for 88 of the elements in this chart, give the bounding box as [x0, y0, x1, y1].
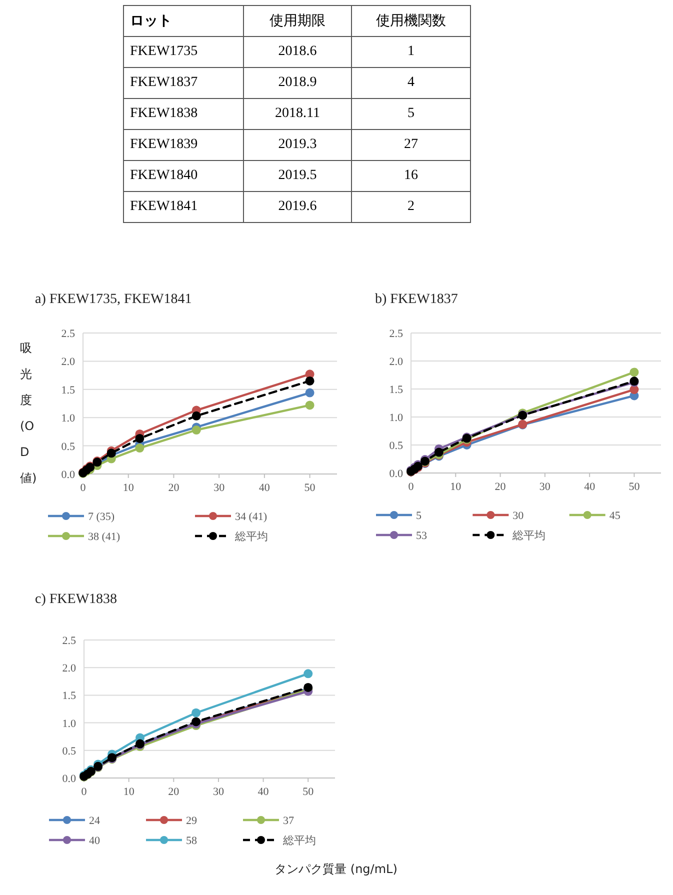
- y-tick-label: 2.5: [61, 328, 76, 340]
- point: [630, 368, 639, 377]
- x-tick-label: 30: [539, 481, 551, 493]
- legend-label: 7 (35): [88, 511, 115, 523]
- legend-label: 38 (41): [88, 531, 120, 543]
- x-tick-label: 30: [212, 786, 224, 798]
- y-tick-label: 2.0: [61, 356, 76, 368]
- y-tick-label: 0.5: [62, 745, 76, 758]
- text: 2019.3: [244, 130, 352, 160]
- y-tick-label: 0.0: [62, 773, 76, 785]
- legend-label: 53: [416, 530, 428, 542]
- x-tick-label: 0: [80, 482, 86, 494]
- point: [305, 400, 314, 410]
- legend-label: 37: [283, 815, 294, 827]
- text: 2019.6: [244, 192, 352, 222]
- x-tick-label: 40: [584, 481, 596, 493]
- text: 27: [352, 130, 470, 160]
- text: 2018.11: [244, 98, 352, 130]
- x-tick-label: 10: [122, 482, 134, 494]
- text: 1: [352, 36, 470, 68]
- x-tick-label: 50: [302, 786, 314, 798]
- y-tick-label: 0.5: [61, 440, 76, 453]
- y-tick-label: 2.5: [62, 635, 76, 647]
- legend-label: 58: [186, 835, 198, 847]
- text: 16: [352, 160, 470, 192]
- point: [135, 434, 144, 443]
- text: 4: [352, 68, 470, 98]
- x-tick-label: 20: [494, 481, 506, 493]
- text: FKEW1837: [124, 68, 244, 98]
- y-tick-label: 0.5: [389, 440, 404, 452]
- legend-label: 総平均: [234, 531, 268, 543]
- x-tick-label: 20: [168, 786, 180, 798]
- x-tick-label: 0: [408, 481, 414, 493]
- text: 2018.9: [244, 68, 352, 98]
- y-tick-label: 1.5: [389, 384, 404, 396]
- y-tick-label: 2.0: [389, 356, 404, 368]
- y-tick-label: 2.5: [389, 328, 404, 340]
- text: FKEW1840: [124, 160, 244, 192]
- text: 5: [352, 98, 470, 130]
- y-tick-label: 1.0: [62, 718, 76, 730]
- x-tick-label: 50: [628, 481, 640, 493]
- point: [192, 411, 201, 420]
- chart-title: b) FKEW1837: [375, 292, 458, 307]
- point: [192, 426, 201, 435]
- y-tick-label: 1.5: [62, 690, 76, 702]
- point: [305, 388, 314, 398]
- point: [135, 444, 144, 453]
- x-tick-label: 20: [168, 482, 180, 494]
- text: 2: [352, 192, 470, 222]
- y-axis-title: 吸光度(OD値): [20, 340, 37, 487]
- text: FKEW1838: [124, 98, 244, 130]
- y-tick-label: 2.0: [62, 662, 76, 675]
- y-tick-label: 1.5: [61, 384, 76, 396]
- y-tick-label: 0.0: [61, 469, 76, 481]
- x-axis-title: タンパク質量 (ng/mL): [274, 862, 398, 876]
- y-tick-label: 0.0: [389, 468, 404, 480]
- chart-title: c) FKEW1838: [35, 592, 118, 607]
- legend-label: 34 (41): [235, 511, 268, 523]
- point: [434, 448, 444, 457]
- x-tick-label: 30: [214, 482, 226, 494]
- chart-title: a) FKEW1735, FKEW1841: [35, 292, 192, 307]
- x-tick-label: 50: [304, 482, 316, 494]
- text: 使用期限: [244, 6, 352, 36]
- legend-label: 総平均: [282, 835, 316, 847]
- legend-label: 24: [89, 815, 100, 827]
- x-tick-label: 40: [258, 482, 270, 494]
- legend-label: 総平均: [512, 530, 546, 542]
- legend-label: 5: [416, 510, 422, 522]
- text: FKEW1841: [124, 192, 244, 222]
- y-tick-label: 1.0: [389, 412, 404, 424]
- x-tick-label: 40: [258, 786, 270, 798]
- legend-label: 30: [512, 510, 524, 522]
- x-tick-label: 0: [81, 786, 88, 798]
- point: [192, 708, 201, 718]
- text: 使用機関数: [352, 6, 470, 36]
- text: FKEW1839: [124, 130, 244, 160]
- legend-label: 45: [609, 510, 621, 522]
- legend-label: 29: [186, 815, 198, 827]
- text: ロット: [124, 6, 244, 36]
- text: 2019.5: [244, 160, 352, 192]
- legend-label: 40: [89, 835, 100, 847]
- text: 2018.6: [244, 36, 352, 68]
- point: [304, 669, 313, 678]
- x-tick-label: 10: [450, 481, 462, 493]
- point: [305, 376, 314, 386]
- text: FKEW1735: [124, 36, 244, 68]
- y-tick-label: 1.0: [61, 412, 76, 425]
- x-tick-label: 10: [123, 786, 135, 798]
